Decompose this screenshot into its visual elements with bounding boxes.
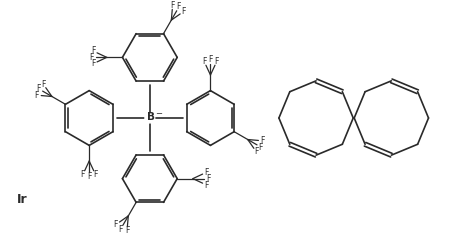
Text: F: F bbox=[206, 174, 210, 183]
Text: F: F bbox=[182, 7, 186, 16]
Text: F: F bbox=[94, 170, 98, 179]
Text: F: F bbox=[91, 46, 95, 55]
Text: F: F bbox=[41, 80, 46, 88]
Text: F: F bbox=[91, 59, 95, 68]
Text: F: F bbox=[87, 172, 91, 181]
Text: F: F bbox=[260, 136, 265, 145]
Text: B: B bbox=[147, 112, 155, 122]
Text: F: F bbox=[204, 181, 209, 190]
Text: F: F bbox=[177, 3, 181, 12]
Text: F: F bbox=[35, 91, 39, 100]
Text: F: F bbox=[204, 168, 209, 177]
Text: F: F bbox=[171, 0, 175, 9]
Text: −: − bbox=[155, 109, 162, 118]
Text: F: F bbox=[202, 57, 206, 66]
Text: F: F bbox=[208, 55, 213, 64]
Text: Ir: Ir bbox=[17, 193, 28, 206]
Text: F: F bbox=[89, 53, 94, 62]
Text: F: F bbox=[125, 227, 129, 236]
Text: F: F bbox=[114, 220, 118, 229]
Circle shape bbox=[145, 113, 155, 123]
Text: F: F bbox=[254, 148, 259, 156]
Text: F: F bbox=[118, 224, 123, 233]
Text: F: F bbox=[259, 143, 263, 152]
Text: F: F bbox=[36, 84, 41, 93]
Text: F: F bbox=[81, 170, 85, 179]
Text: F: F bbox=[215, 57, 219, 66]
